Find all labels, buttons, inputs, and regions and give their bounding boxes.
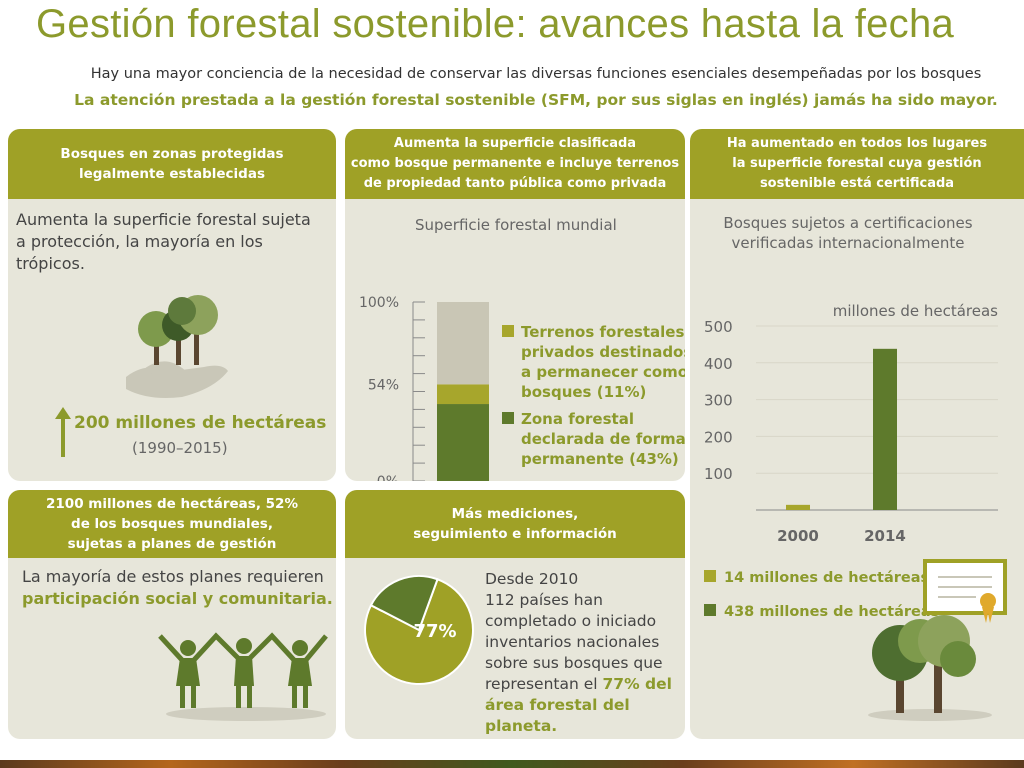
legend-swatch xyxy=(502,412,514,424)
arrow-up-icon xyxy=(55,407,71,457)
certification-chart: Bosques sujetos a certificaciones verific… xyxy=(704,214,998,620)
y-tick-label: 100 xyxy=(704,465,733,483)
legend-label: 14 millones de hectáreas xyxy=(724,570,929,586)
y-tick-label: 54% xyxy=(368,377,399,393)
panel-header: Más mediciones, seguimiento e informació… xyxy=(345,490,685,558)
legend-label: Zona forestal xyxy=(521,410,634,428)
y-axis-label: millones de hectáreas xyxy=(833,302,998,320)
legend-swatch xyxy=(502,325,514,337)
y-tick-label: 500 xyxy=(704,318,733,336)
panel-text: Aumenta la superficie forestal sujeta a … xyxy=(16,210,311,273)
y-tick-label: 400 xyxy=(704,355,733,373)
stat-value: 200 millones de hectáreas xyxy=(74,413,327,433)
pie-label: 77% xyxy=(413,621,456,642)
chart-title: Bosques sujetos a certificaciones xyxy=(723,214,972,232)
certificate-icon xyxy=(923,559,1007,623)
y-tick-label: 0% xyxy=(377,474,399,481)
panel-header: Aumenta la superficie clasificada como b… xyxy=(345,129,685,199)
panel-header: Ha aumentado en todos los lugares la sup… xyxy=(690,129,1024,199)
legend-label: a permanecer como xyxy=(521,363,685,381)
panel-certification: Ha aumentado en todos los lugares la sup… xyxy=(690,129,1024,739)
stat-period: (1990–2015) xyxy=(132,439,228,457)
y-tick-label: 200 xyxy=(704,428,733,446)
legend-swatch xyxy=(704,570,716,582)
legend-label: bosques (11%) xyxy=(521,383,646,401)
panel-protected-areas: Bosques en zonas protegidas legalmente e… xyxy=(8,129,336,481)
bar xyxy=(786,504,810,510)
forest-area-chart: Superficie forestal mundial 100% 54% 0% Terr… xyxy=(359,216,685,481)
legend-label: 438 millones de hectáreas xyxy=(724,604,939,620)
chart-title: verificadas internacionalmente xyxy=(732,234,965,252)
x-tick-label: 2000 xyxy=(777,527,819,545)
hand-trees-icon xyxy=(126,295,228,398)
panel-text: La mayoría de estos planes requieren par… xyxy=(22,567,333,608)
bar-segment xyxy=(437,302,489,385)
trees-icon xyxy=(868,615,992,721)
y-tick-label: 300 xyxy=(704,392,733,410)
panel-header: Bosques en zonas protegidas legalmente e… xyxy=(8,129,336,199)
legend-label: privados destinados xyxy=(521,343,685,361)
panel-permanent-forest: Aumenta la superficie clasificada como b… xyxy=(345,129,685,481)
y-tick-label: 100% xyxy=(359,295,399,311)
pie-slice xyxy=(364,577,474,685)
panel-text: Desde 2010 112 países han completado o i… xyxy=(485,570,672,735)
decorative-bar xyxy=(0,760,1024,768)
legend-label: Terrenos forestales xyxy=(521,323,684,341)
legend-label: declarada de forma xyxy=(521,430,685,448)
bar-segment xyxy=(437,404,489,481)
bar-segment xyxy=(437,384,489,405)
legend-label: permanente (43%) xyxy=(521,450,679,468)
pie-slice xyxy=(369,575,439,632)
x-tick-label: 2014 xyxy=(864,527,906,545)
page-title: Gestión forestal sostenible: avances has… xyxy=(36,2,955,46)
chart-title: Superficie forestal mundial xyxy=(415,216,617,234)
inventory-pie-chart: 77% xyxy=(364,575,474,685)
page-subtitle: Hay una mayor conciencia de la necesidad… xyxy=(90,66,982,82)
panel-management-plans: 2100 millones de hectáreas, 52% de los b… xyxy=(8,490,336,739)
bar xyxy=(873,348,897,510)
legend-swatch xyxy=(704,604,716,616)
page-highlight: La atención prestada a la gestión forest… xyxy=(74,91,998,109)
people-icon xyxy=(158,632,328,721)
panel-measurements: Más mediciones, seguimiento e informació… xyxy=(345,490,685,739)
panel-header: 2100 millones de hectáreas, 52% de los b… xyxy=(8,490,336,558)
